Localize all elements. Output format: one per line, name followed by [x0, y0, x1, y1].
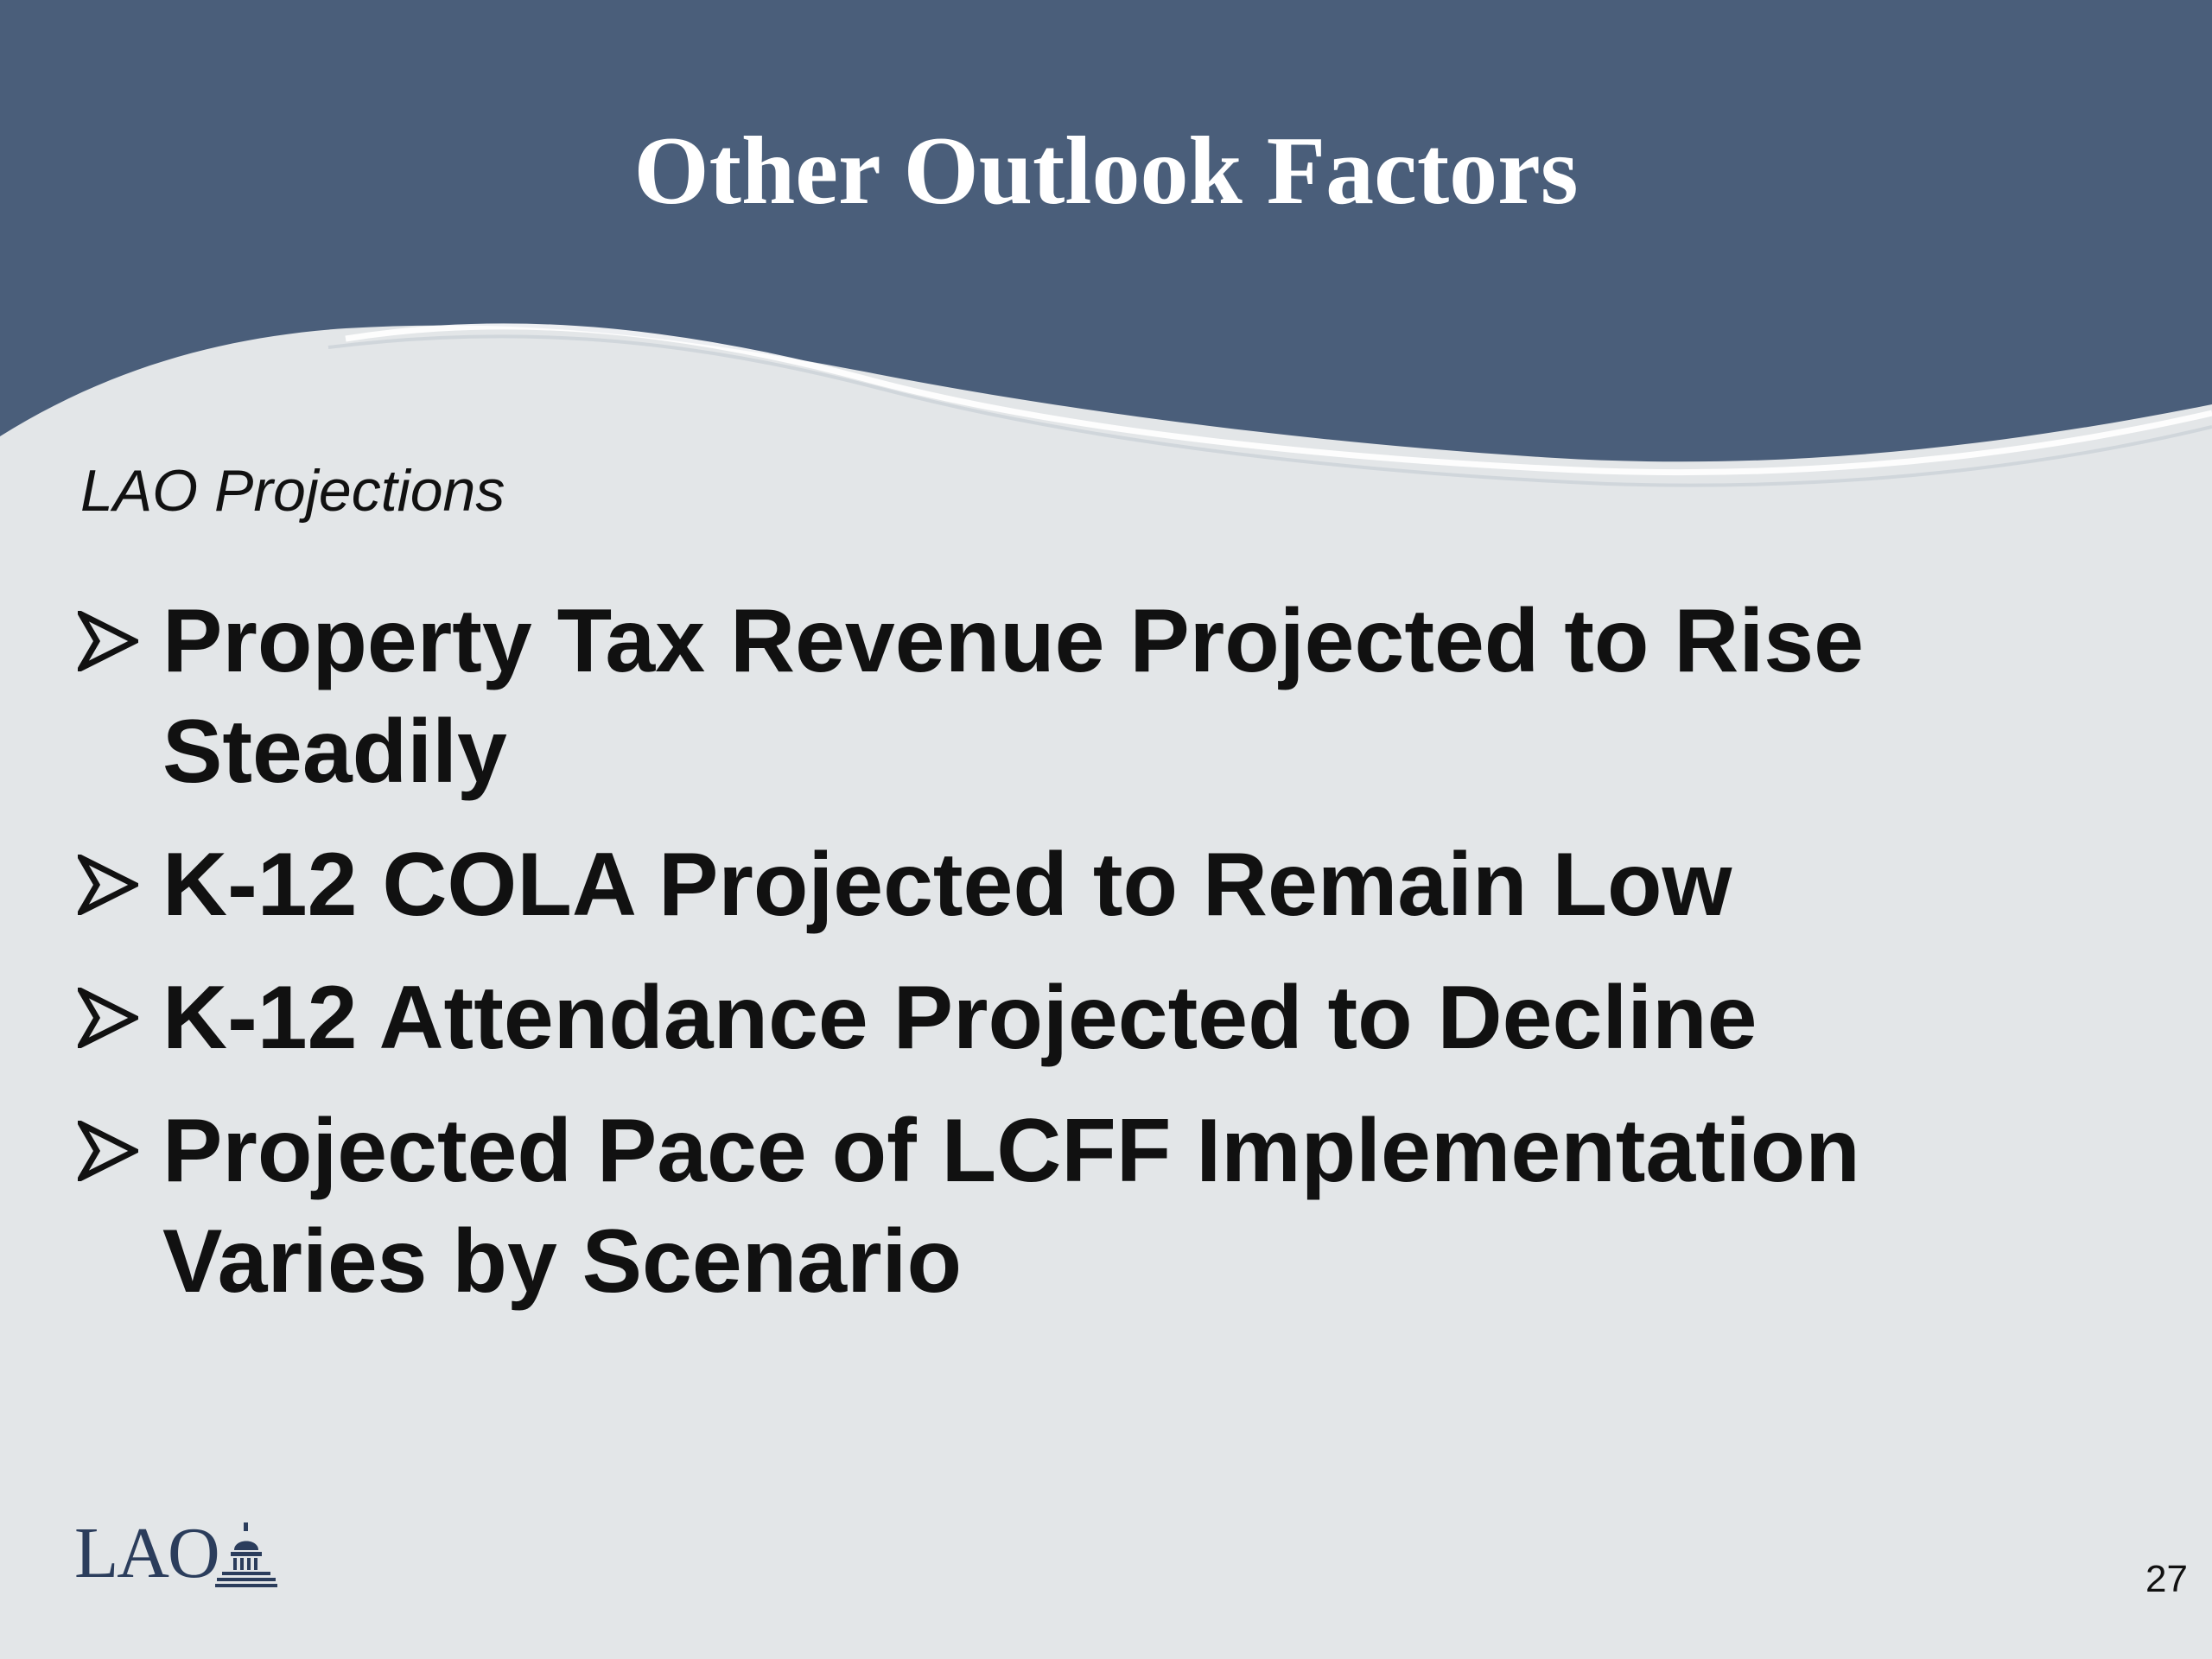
- arrowhead-bullet-icon: [78, 830, 147, 940]
- bullet-item: Projected Pace of LCFF Implementation Va…: [78, 1096, 2065, 1317]
- logo-text: LAO: [74, 1513, 220, 1593]
- header-band: [0, 0, 2212, 487]
- lao-logo: LAO: [74, 1510, 277, 1597]
- bullet-item: Property Tax Revenue Projected to Rise S…: [78, 586, 2065, 807]
- slide-subtitle: LAO Projections: [80, 458, 505, 524]
- arrowhead-bullet-icon: [78, 1096, 147, 1206]
- bullet-item: K-12 COLA Projected to Remain Low: [78, 830, 2065, 940]
- bullet-text: Property Tax Revenue Projected to Rise S…: [162, 591, 1864, 802]
- arrowhead-bullet-icon: [78, 586, 147, 696]
- bullet-list: Property Tax Revenue Projected to Rise S…: [78, 586, 2065, 1339]
- page-number: 27: [2145, 1558, 2188, 1600]
- bullet-text: K-12 COLA Projected to Remain Low: [162, 835, 1732, 935]
- slide-title: Other Outlook Factors: [633, 118, 1579, 225]
- bullet-item: K-12 Attendance Projected to Decline: [78, 963, 2065, 1073]
- bullet-text: K-12 Attendance Projected to Decline: [162, 968, 1758, 1068]
- arrowhead-bullet-icon: [78, 963, 147, 1073]
- capitol-dome-icon: [214, 1522, 277, 1587]
- bullet-text: Projected Pace of LCFF Implementation Va…: [162, 1101, 1860, 1312]
